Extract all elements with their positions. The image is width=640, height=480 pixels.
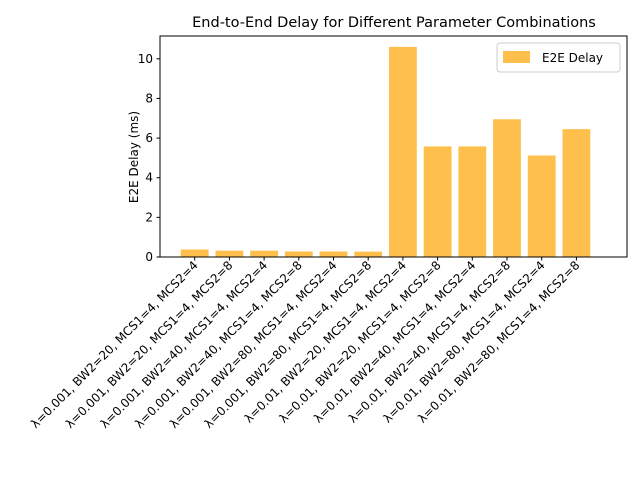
y-tick-label: 8 <box>145 91 153 105</box>
bar <box>215 250 244 257</box>
bars-group <box>180 46 591 258</box>
bar <box>423 146 452 257</box>
legend-frame <box>496 42 621 73</box>
x-tick-label: λ=0.01, BW2=80, MCS1=4, MCS2=4 <box>380 258 547 425</box>
bar <box>284 251 313 257</box>
y-ticks-group: 0 2 4 6 8 10 <box>138 52 160 264</box>
x-ticks-group: λ=0.001, BW2=20, MCS1=4, MCS2=4λ=0.001, … <box>28 257 583 431</box>
bar <box>389 46 417 258</box>
legend: E2E Delay <box>496 42 621 73</box>
bar <box>180 249 209 257</box>
bar <box>527 155 556 257</box>
y-tick-label: 4 <box>145 171 153 185</box>
y-tick-label: 0 <box>145 250 153 264</box>
bar <box>493 119 521 257</box>
chart-title: End-to-End Delay for Different Parameter… <box>192 15 596 31</box>
plot-frame <box>159 35 628 258</box>
y-axis-label: E2E Delay (ms) <box>127 111 141 203</box>
y-tick-label: 10 <box>138 52 153 66</box>
legend-swatch <box>503 51 530 63</box>
bar <box>250 250 278 257</box>
y-tick-label: 2 <box>145 210 153 224</box>
x-tick-label: λ=0.01, BW2=80, MCS1=4, MCS2=8 <box>415 258 582 425</box>
bar <box>562 129 591 257</box>
bar <box>354 251 383 257</box>
bar <box>319 251 348 257</box>
y-tick-label: 6 <box>145 131 153 145</box>
legend-entry: E2E Delay <box>542 51 603 65</box>
bar <box>458 146 487 257</box>
